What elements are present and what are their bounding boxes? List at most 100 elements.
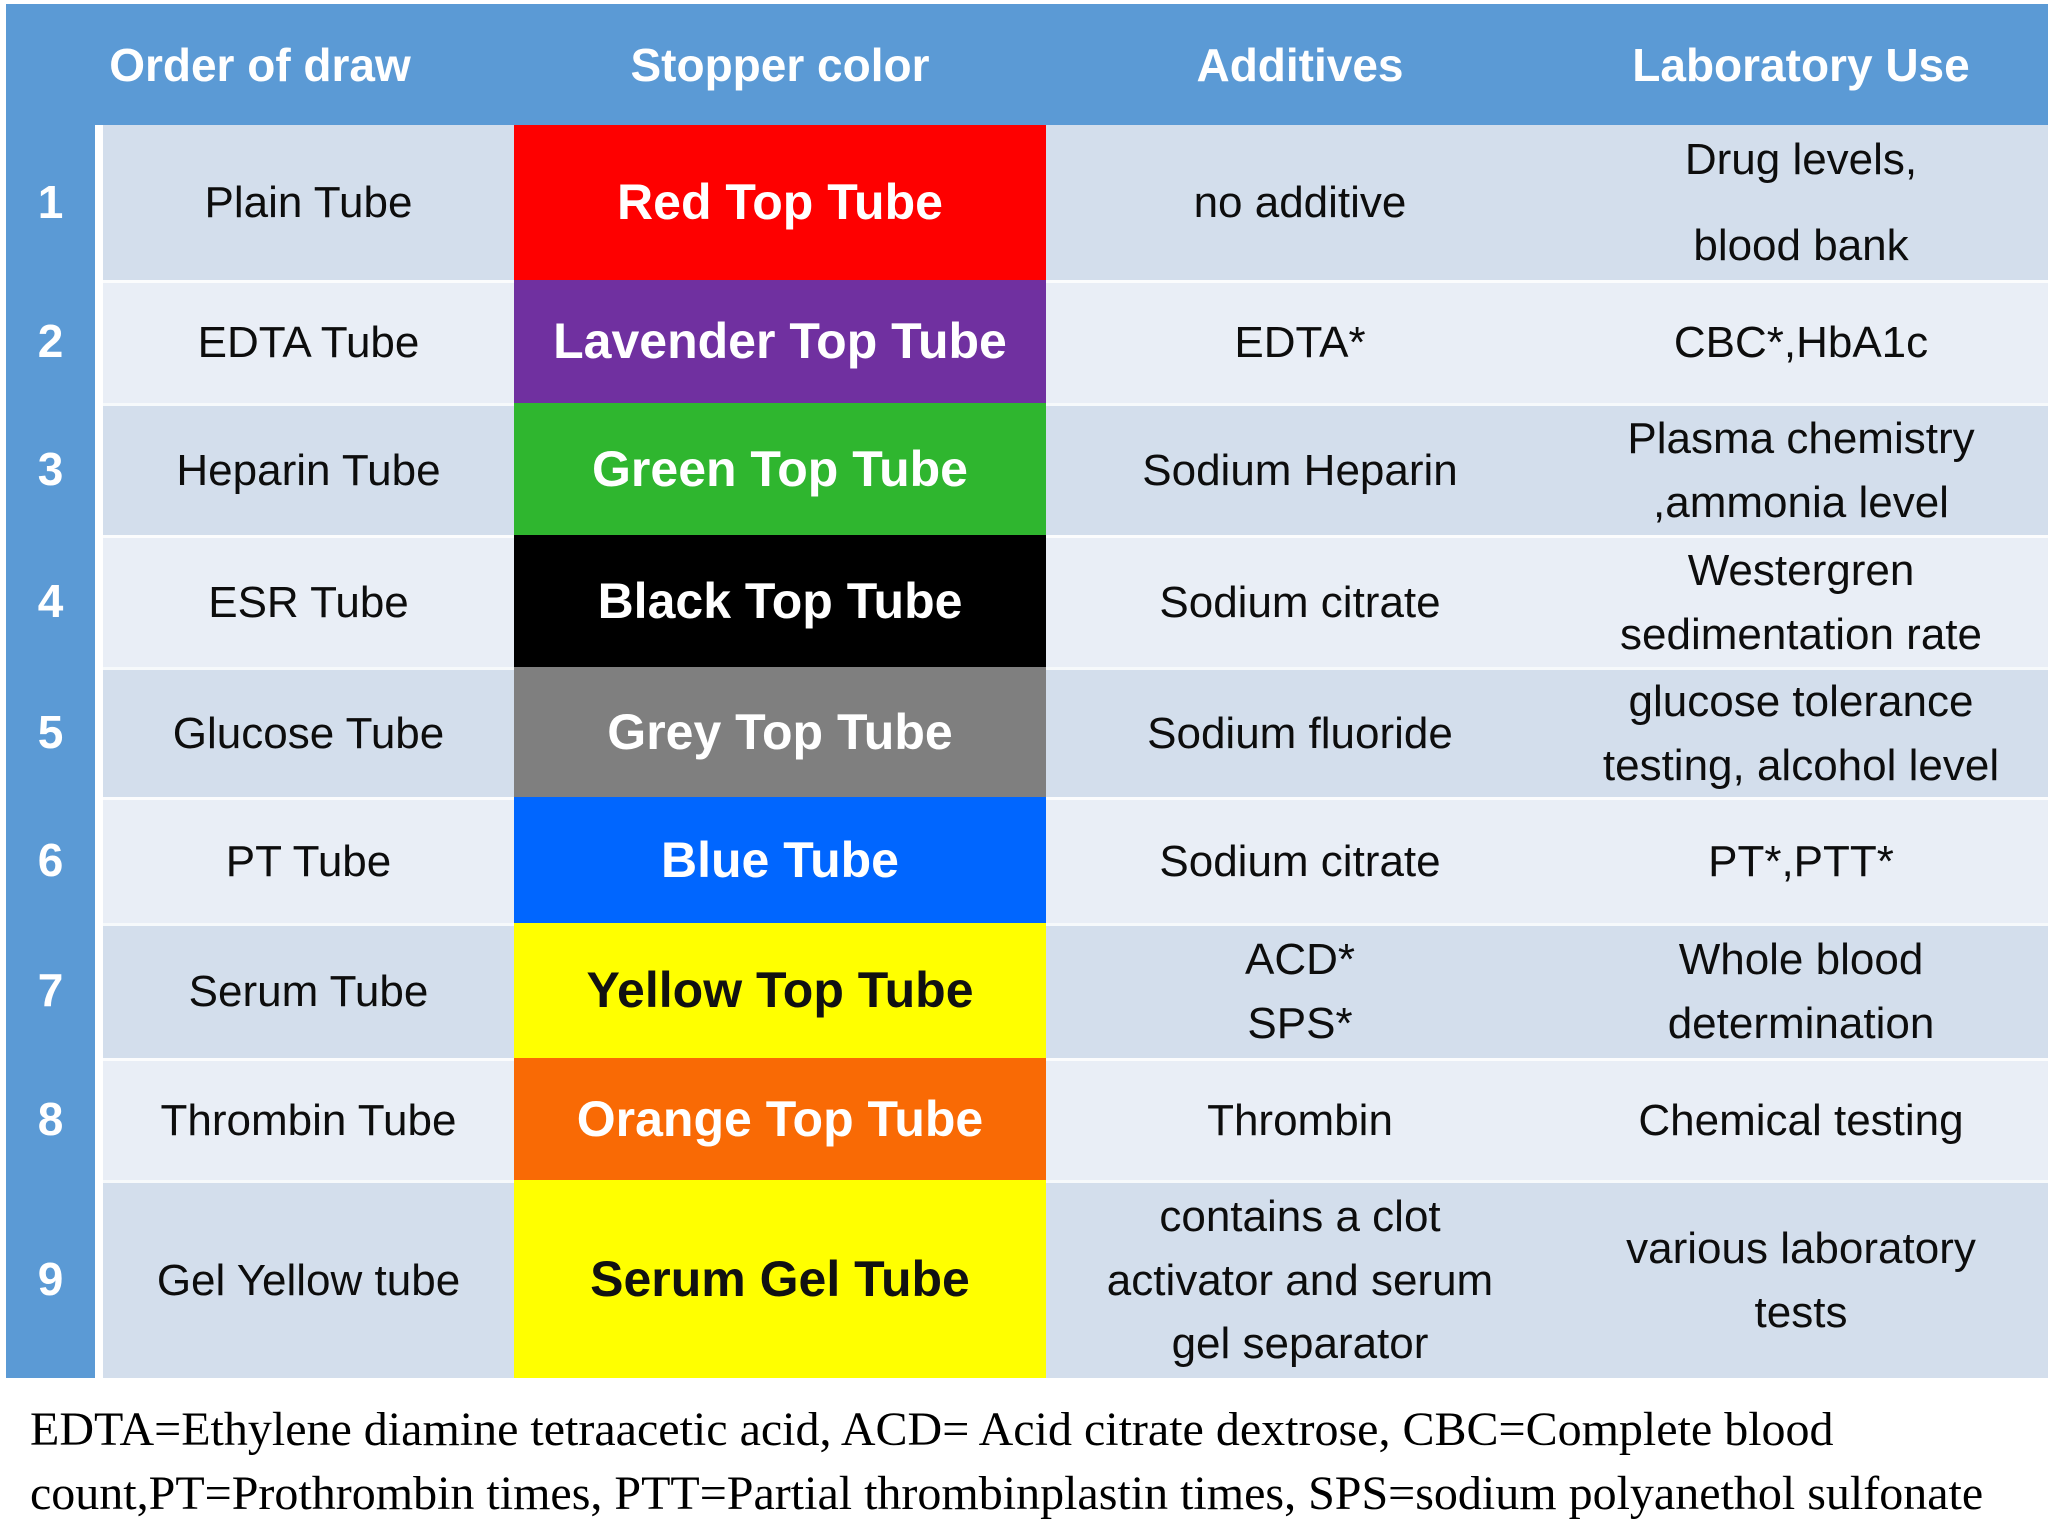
table-row: 4 ESR Tube Black Top Tube Sodium citrate… [6,535,2048,667]
text-line: ,ammonia level [1653,477,1949,527]
table-row: 6 PT Tube Blue Tube Sodium citrate PT*,P… [6,797,2048,923]
additives-cell: no additive [1046,125,1554,280]
text-line: Sodium citrate [1159,836,1441,886]
tube-name-cell: ESR Tube [103,535,514,667]
additives-cell: Sodium fluoride [1046,667,1554,797]
tube-name-cell: Thrombin Tube [103,1058,514,1180]
order-number: 4 [6,535,95,667]
text-line: activator and serum [1106,1255,1494,1305]
stopper-color-cell: Grey Top Tube [514,667,1046,797]
laboratory-use-cell: Plasma chemistry ,ammonia level [1554,403,2048,535]
tube-name-cell: Glucose Tube [103,667,514,797]
tube-name-cell: PT Tube [103,797,514,923]
text-line: no additive [1193,177,1407,227]
text-line: Chemical testing [1638,1095,1964,1145]
text-line: Thrombin [1207,1095,1393,1145]
additives-cell: Sodium Heparin [1046,403,1554,535]
table-row: 3 Heparin Tube Green Top Tube Sodium Hep… [6,403,2048,535]
column-gap [95,1180,103,1378]
text-line: contains a clot [1159,1191,1441,1241]
header-laboratory-use: Laboratory Use [1632,38,1970,91]
column-gap [95,923,103,1058]
table-row: 9 Gel Yellow tube Serum Gel Tube contain… [6,1180,2048,1378]
column-gap [95,535,103,667]
order-number: 6 [6,797,95,923]
stopper-color-cell: Blue Tube [514,797,1046,923]
text-line: tests [1754,1287,1848,1337]
tube-name-cell: EDTA Tube [103,280,514,403]
text-line: blood bank [1693,220,1909,270]
text-line: SPS* [1247,999,1353,1048]
stopper-color-cell: Green Top Tube [514,403,1046,535]
additives-cell: Sodium citrate [1046,797,1554,923]
text-line: testing, alcohol level [1602,740,2000,790]
text-line: Westergren [1687,545,1915,595]
laboratory-use-cell: Westergren sedimentation rate [1554,535,2048,667]
order-number: 5 [6,667,95,797]
order-number: 9 [6,1180,95,1378]
column-gap [95,125,103,280]
column-gap [95,667,103,797]
text-line: Whole blood [1678,935,1924,985]
table-row: 2 EDTA Tube Lavender Top Tube EDTA* CBC*… [6,280,2048,403]
header-stopper-color: Stopper color [630,38,930,91]
footnote-line-2: count,PT=Prothrombin times, PTT=Partial … [30,1467,1984,1520]
order-number: 2 [6,280,95,403]
tube-name-cell: Serum Tube [103,923,514,1058]
text-line: ACD* [1244,935,1356,985]
text-line: Plasma chemistry [1627,413,1975,463]
laboratory-use-cell: glucose tolerance testing, alcohol level [1554,667,2048,797]
text-line: Drug levels, [1684,134,1918,184]
laboratory-use-cell: various laboratory tests [1554,1180,2048,1378]
table-rows: 1 Plain Tube Red Top Tube no additive Dr… [6,125,2048,1378]
text-line: sedimentation rate [1620,609,1982,659]
laboratory-use-cell: CBC*,HbA1c [1554,280,2048,403]
additives-cell: Thrombin [1046,1058,1554,1180]
text-line: EDTA* [1234,318,1366,368]
text-line: CBC*,HbA1c [1673,318,1929,368]
laboratory-use-cell: Whole blood determination [1554,923,2048,1058]
table-row: 5 Glucose Tube Grey Top Tube Sodium fluo… [6,667,2048,797]
table-row: 7 Serum Tube Yellow Top Tube ACD* SPS* Wh… [6,923,2048,1058]
column-gap [95,797,103,923]
text-line: various laboratory [1626,1223,1976,1273]
stopper-color-cell: Yellow Top Tube [514,923,1046,1058]
header-order-of-draw: Order of draw [109,38,411,91]
table-row: 8 Thrombin Tube Orange Top Tube Thrombin… [6,1058,2048,1180]
tube-name-cell: Heparin Tube [103,403,514,535]
stopper-color-cell: Serum Gel Tube [514,1180,1046,1378]
footnote-line-1: EDTA=Ethylene diamine tetraacetic acid, … [30,1403,1834,1456]
header-additives: Additives [1196,38,1404,91]
text-line: Sodium Heparin [1142,445,1458,495]
text-line: glucose tolerance [1628,676,1974,726]
text-line: Sodium citrate [1159,577,1441,627]
additives-cell: Sodium citrate [1046,535,1554,667]
stopper-color-cell: Orange Top Tube [514,1058,1046,1180]
laboratory-use-cell: Chemical testing [1554,1058,2048,1180]
order-number: 1 [6,125,95,280]
order-number: 8 [6,1058,95,1180]
text-line: Sodium fluoride [1147,708,1453,758]
stopper-color-cell: Lavender Top Tube [514,280,1046,403]
order-number: 7 [6,923,95,1058]
text-line: determination [1667,999,1935,1048]
text-line: PT*,PTT* [1708,836,1894,886]
laboratory-use-cell: PT*,PTT* [1554,797,2048,923]
text-line: gel separator [1171,1319,1429,1369]
column-gap [95,1058,103,1180]
tube-name-cell: Plain Tube [103,125,514,280]
table-row: 1 Plain Tube Red Top Tube no additive Dr… [6,125,2048,280]
additives-cell: ACD* SPS* [1046,923,1554,1058]
order-number: 3 [6,403,95,535]
stopper-color-cell: Red Top Tube [514,125,1046,280]
laboratory-use-cell: Drug levels, blood bank [1554,125,2048,280]
table-header-row: Order of draw Stopper color Additives La… [6,4,2048,125]
additives-cell: EDTA* [1046,280,1554,403]
footnote: EDTA=Ethylene diamine tetraacetic acid, … [30,1398,2048,1526]
stopper-color-cell: Black Top Tube [514,535,1046,667]
additives-cell: contains a clot activator and serum gel se… [1046,1180,1554,1378]
tube-name-cell: Gel Yellow tube [103,1180,514,1378]
column-gap [95,280,103,403]
column-gap [95,403,103,535]
